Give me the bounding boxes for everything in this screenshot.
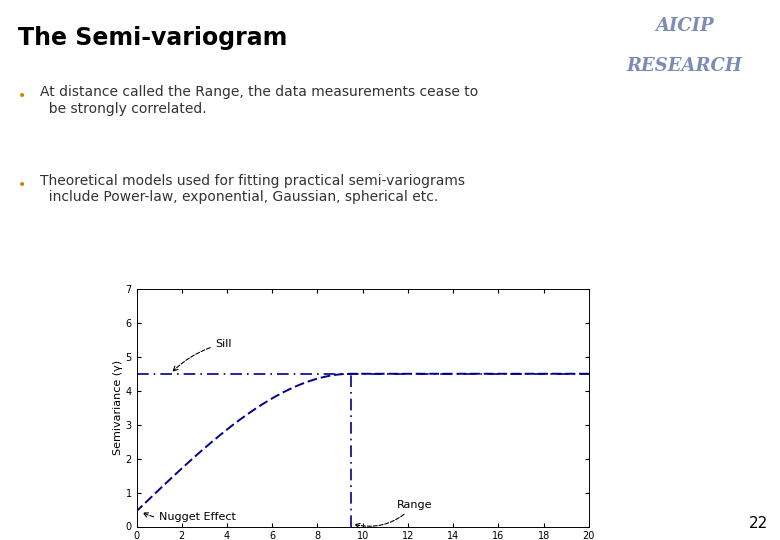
Text: 22: 22 <box>749 516 768 531</box>
Text: The Semi-variogram: The Semi-variogram <box>17 26 287 50</box>
Text: RESEARCH: RESEARCH <box>626 57 743 75</box>
Text: AICIP: AICIP <box>655 17 714 35</box>
Text: •: • <box>18 178 27 192</box>
Y-axis label: Semivariance (γ): Semivariance (γ) <box>112 360 122 455</box>
Text: Range: Range <box>356 500 432 528</box>
Text: At distance called the Range, the data measurements cease to
  be strongly corre: At distance called the Range, the data m… <box>40 85 478 116</box>
Text: Sill: Sill <box>173 339 232 371</box>
Text: •: • <box>18 90 27 104</box>
Text: Theoretical models used for fitting practical semi-variograms
  include Power-la: Theoretical models used for fitting prac… <box>40 173 465 204</box>
Text: Nugget Effect: Nugget Effect <box>144 512 236 522</box>
